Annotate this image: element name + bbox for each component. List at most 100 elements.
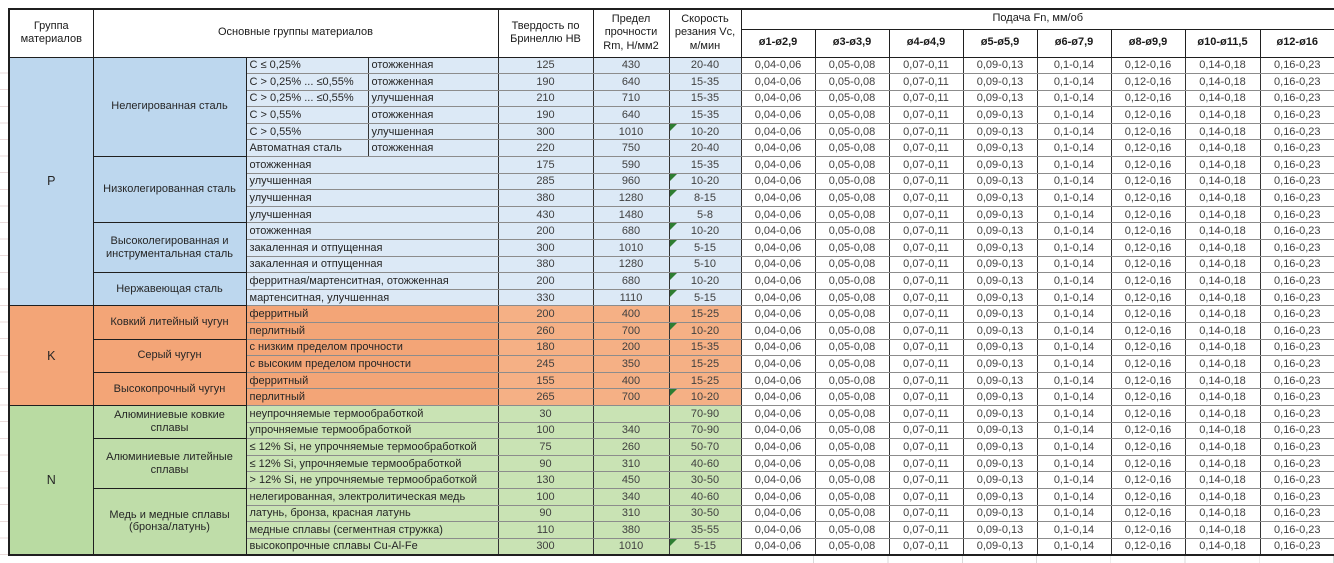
cell-feed[interactable]: 0,09-0,13 bbox=[962, 371, 1038, 390]
cell-feed[interactable]: 0,14-0,18 bbox=[1184, 255, 1261, 274]
cell-strength[interactable]: 1280 bbox=[592, 255, 670, 274]
cell-detail[interactable]: отожженная bbox=[367, 106, 499, 124]
cell-detail[interactable]: закаленная и отпущенная bbox=[245, 255, 499, 274]
cell-feed[interactable]: 0,14-0,18 bbox=[1184, 222, 1261, 241]
cell-speed[interactable]: 15-35 bbox=[668, 106, 742, 124]
cell-feed[interactable]: 0,07-0,11 bbox=[888, 56, 964, 75]
cell-feed[interactable]: 0,12-0,16 bbox=[1110, 205, 1186, 224]
cell-feed[interactable]: 0,16-0,23 bbox=[1259, 189, 1334, 207]
cell-detail[interactable]: нелегированная, электролитическая медь bbox=[245, 487, 499, 506]
header-hardness[interactable]: Твердость по Бринеллю HB bbox=[497, 8, 594, 58]
cell-feed[interactable]: 0,09-0,13 bbox=[962, 338, 1038, 357]
cell-hardness[interactable]: 220 bbox=[497, 139, 594, 158]
cell-feed[interactable]: 0,16-0,23 bbox=[1259, 122, 1334, 141]
cell-strength[interactable]: 380 bbox=[592, 521, 670, 539]
feed-col-header[interactable]: ø5-ø5,9 bbox=[962, 28, 1038, 58]
cell-feed[interactable]: 0,05-0,08 bbox=[814, 172, 890, 191]
cell-feed[interactable]: 0,16-0,23 bbox=[1259, 521, 1334, 539]
cell-detail[interactable]: C > 0,55% bbox=[245, 122, 369, 141]
cell-feed[interactable]: 0,1-0,14 bbox=[1036, 255, 1112, 274]
cell-hardness[interactable]: 190 bbox=[497, 73, 594, 91]
cell-feed[interactable]: 0,1-0,14 bbox=[1036, 156, 1112, 174]
cell-detail[interactable]: Автоматная сталь bbox=[245, 139, 369, 158]
cell-feed[interactable]: 0,16-0,23 bbox=[1259, 139, 1334, 158]
cell-hardness[interactable]: 285 bbox=[497, 172, 594, 191]
cell-feed[interactable]: 0,09-0,13 bbox=[962, 438, 1038, 456]
cell-feed[interactable]: 0,04-0,06 bbox=[740, 106, 816, 124]
cell-speed[interactable]: 20-40 bbox=[668, 139, 742, 158]
cell-feed[interactable]: 0,05-0,08 bbox=[814, 322, 890, 340]
feed-col-header[interactable]: ø10-ø11,5 bbox=[1184, 28, 1261, 58]
cell-hardness[interactable]: 210 bbox=[497, 89, 594, 108]
cell-feed[interactable]: 0,09-0,13 bbox=[962, 471, 1038, 489]
cell-feed[interactable]: 0,12-0,16 bbox=[1110, 355, 1186, 373]
cell-feed[interactable]: 0,04-0,06 bbox=[740, 487, 816, 506]
cell-feed[interactable]: 0,14-0,18 bbox=[1184, 355, 1261, 373]
cell-detail[interactable]: C > 0,25% ... ≤0,55% bbox=[245, 89, 369, 108]
cell-detail[interactable]: ферритный bbox=[245, 305, 499, 323]
cell-speed[interactable]: 10-20 bbox=[668, 172, 742, 191]
cell-detail[interactable]: ферритный bbox=[245, 371, 499, 390]
cell-feed[interactable]: 0,16-0,23 bbox=[1259, 288, 1334, 307]
cell-feed[interactable]: 0,1-0,14 bbox=[1036, 106, 1112, 124]
cell-feed[interactable]: 0,12-0,16 bbox=[1110, 305, 1186, 323]
cell-feed[interactable]: 0,09-0,13 bbox=[962, 106, 1038, 124]
cell-strength[interactable]: 350 bbox=[592, 355, 670, 373]
cell-feed[interactable]: 0,1-0,14 bbox=[1036, 355, 1112, 373]
cell-feed[interactable]: 0,09-0,13 bbox=[962, 73, 1038, 91]
cell-speed[interactable]: 10-20 bbox=[668, 122, 742, 141]
cell-hardness[interactable]: 380 bbox=[497, 255, 594, 274]
cell-strength[interactable]: 260 bbox=[592, 438, 670, 456]
cell-feed[interactable]: 0,12-0,16 bbox=[1110, 89, 1186, 108]
cell-detail[interactable]: отожженная bbox=[367, 139, 499, 158]
cell-hardness[interactable]: 200 bbox=[497, 305, 594, 323]
cell-feed[interactable]: 0,04-0,06 bbox=[740, 239, 816, 257]
cell-feed[interactable]: 0,1-0,14 bbox=[1036, 404, 1112, 423]
cell-detail[interactable]: упрочняемые термообработкой bbox=[245, 421, 499, 440]
cell-feed[interactable]: 0,04-0,06 bbox=[740, 305, 816, 323]
cell-feed[interactable]: 0,05-0,08 bbox=[814, 288, 890, 307]
cell-detail[interactable]: неупрочняемые термообработкой bbox=[245, 404, 499, 423]
cell-strength[interactable]: 680 bbox=[592, 272, 670, 290]
cell-feed[interactable]: 0,1-0,14 bbox=[1036, 222, 1112, 241]
cell-speed[interactable]: 15-25 bbox=[668, 371, 742, 390]
cell-hardness[interactable]: 200 bbox=[497, 222, 594, 241]
cell-detail[interactable]: улучшенная bbox=[367, 122, 499, 141]
cell-feed[interactable]: 0,1-0,14 bbox=[1036, 239, 1112, 257]
cell-feed[interactable]: 0,09-0,13 bbox=[962, 156, 1038, 174]
cell-feed[interactable]: 0,16-0,23 bbox=[1259, 487, 1334, 506]
cell-feed[interactable]: 0,07-0,11 bbox=[888, 172, 964, 191]
cell-feed[interactable]: 0,07-0,11 bbox=[888, 156, 964, 174]
cell-feed[interactable]: 0,12-0,16 bbox=[1110, 73, 1186, 91]
cell-strength[interactable]: 310 bbox=[592, 454, 670, 473]
cell-feed[interactable]: 0,04-0,06 bbox=[740, 288, 816, 307]
cell-material-name[interactable]: Высоколегированная и инструментальная ст… bbox=[92, 222, 247, 274]
cell-feed[interactable]: 0,07-0,11 bbox=[888, 355, 964, 373]
cell-material-name[interactable]: Высокопрочный чугун bbox=[92, 371, 247, 406]
cell-strength[interactable]: 640 bbox=[592, 73, 670, 91]
cell-feed[interactable]: 0,1-0,14 bbox=[1036, 189, 1112, 207]
cell-detail[interactable]: > 12% Si, не упрочняемые термообработкой bbox=[245, 471, 499, 489]
cell-feed[interactable]: 0,04-0,06 bbox=[740, 537, 816, 556]
cell-feed[interactable]: 0,09-0,13 bbox=[962, 388, 1038, 406]
cell-detail[interactable]: C ≤ 0,25% bbox=[245, 56, 369, 75]
header-strength[interactable]: Предел прочности Rm, Н/мм2 bbox=[592, 8, 670, 58]
cell-speed[interactable]: 30-50 bbox=[668, 504, 742, 523]
cell-speed[interactable]: 5-10 bbox=[668, 255, 742, 274]
cell-feed[interactable]: 0,07-0,11 bbox=[888, 504, 964, 523]
cell-feed[interactable]: 0,05-0,08 bbox=[814, 438, 890, 456]
cell-hardness[interactable]: 380 bbox=[497, 189, 594, 207]
cell-feed[interactable]: 0,09-0,13 bbox=[962, 355, 1038, 373]
cell-detail[interactable]: ≤ 12% Si, упрочняемые термообработкой bbox=[245, 454, 499, 473]
cell-speed[interactable]: 15-35 bbox=[668, 156, 742, 174]
cell-feed[interactable]: 0,07-0,11 bbox=[888, 205, 964, 224]
cell-feed[interactable]: 0,1-0,14 bbox=[1036, 454, 1112, 473]
cell-feed[interactable]: 0,04-0,06 bbox=[740, 205, 816, 224]
cell-detail[interactable]: высокопрочные сплавы Cu-Al-Fe bbox=[245, 537, 499, 556]
cell-feed[interactable]: 0,12-0,16 bbox=[1110, 388, 1186, 406]
cell-strength[interactable]: 750 bbox=[592, 139, 670, 158]
cell-detail[interactable]: отожженная bbox=[245, 156, 499, 174]
cell-feed[interactable]: 0,14-0,18 bbox=[1184, 156, 1261, 174]
cell-hardness[interactable]: 90 bbox=[497, 504, 594, 523]
cell-feed[interactable]: 0,16-0,23 bbox=[1259, 156, 1334, 174]
